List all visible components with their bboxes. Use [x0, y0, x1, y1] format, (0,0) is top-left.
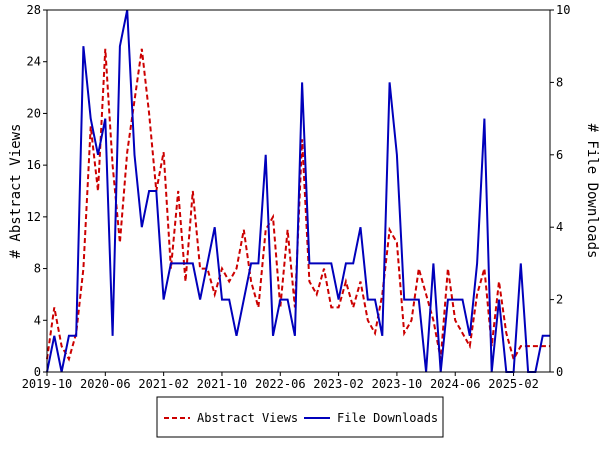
y-tick-label: 12	[27, 210, 41, 224]
y-tick-label: 8	[34, 262, 41, 276]
y2-tick-label: 10	[556, 3, 570, 17]
plot-frame	[46, 9, 551, 373]
y2-axis-title: # File Downloads	[584, 124, 600, 259]
x-tick-label: 2021-10	[197, 377, 248, 391]
x-tick-label: 2023-10	[372, 377, 423, 391]
y-axis-title: # Abstract Views	[8, 124, 24, 259]
y-tick-label: 24	[27, 55, 41, 69]
x-tick-label: 2023-02	[313, 377, 364, 391]
x-tick-label: 2019-10	[22, 377, 73, 391]
y2-tick-label: 0	[556, 365, 563, 379]
legend-label: File Downloads	[337, 411, 438, 425]
y2-tick-label: 2	[556, 293, 563, 307]
legend-label: Abstract Views	[197, 411, 298, 425]
y2-tick-label: 8	[556, 75, 563, 89]
legend-box	[156, 396, 444, 438]
x-tick-label: 2022-06	[255, 377, 306, 391]
series-line	[46, 48, 550, 362]
x-tick-label: 2025-02	[488, 377, 539, 391]
y2-tick-label: 6	[556, 148, 563, 162]
y-tick-label: 20	[27, 106, 41, 120]
series-line	[46, 9, 550, 373]
y2-tick-label: 4	[556, 220, 563, 234]
y-tick-label: 4	[34, 313, 41, 327]
y-tick-label: 28	[27, 3, 41, 17]
x-tick-label: 2021-02	[138, 377, 189, 391]
y-tick-label: 16	[27, 158, 41, 172]
x-tick-label: 2024-06	[430, 377, 481, 391]
x-tick-label: 2020-06	[80, 377, 131, 391]
y-tick-label: 0	[34, 365, 41, 379]
